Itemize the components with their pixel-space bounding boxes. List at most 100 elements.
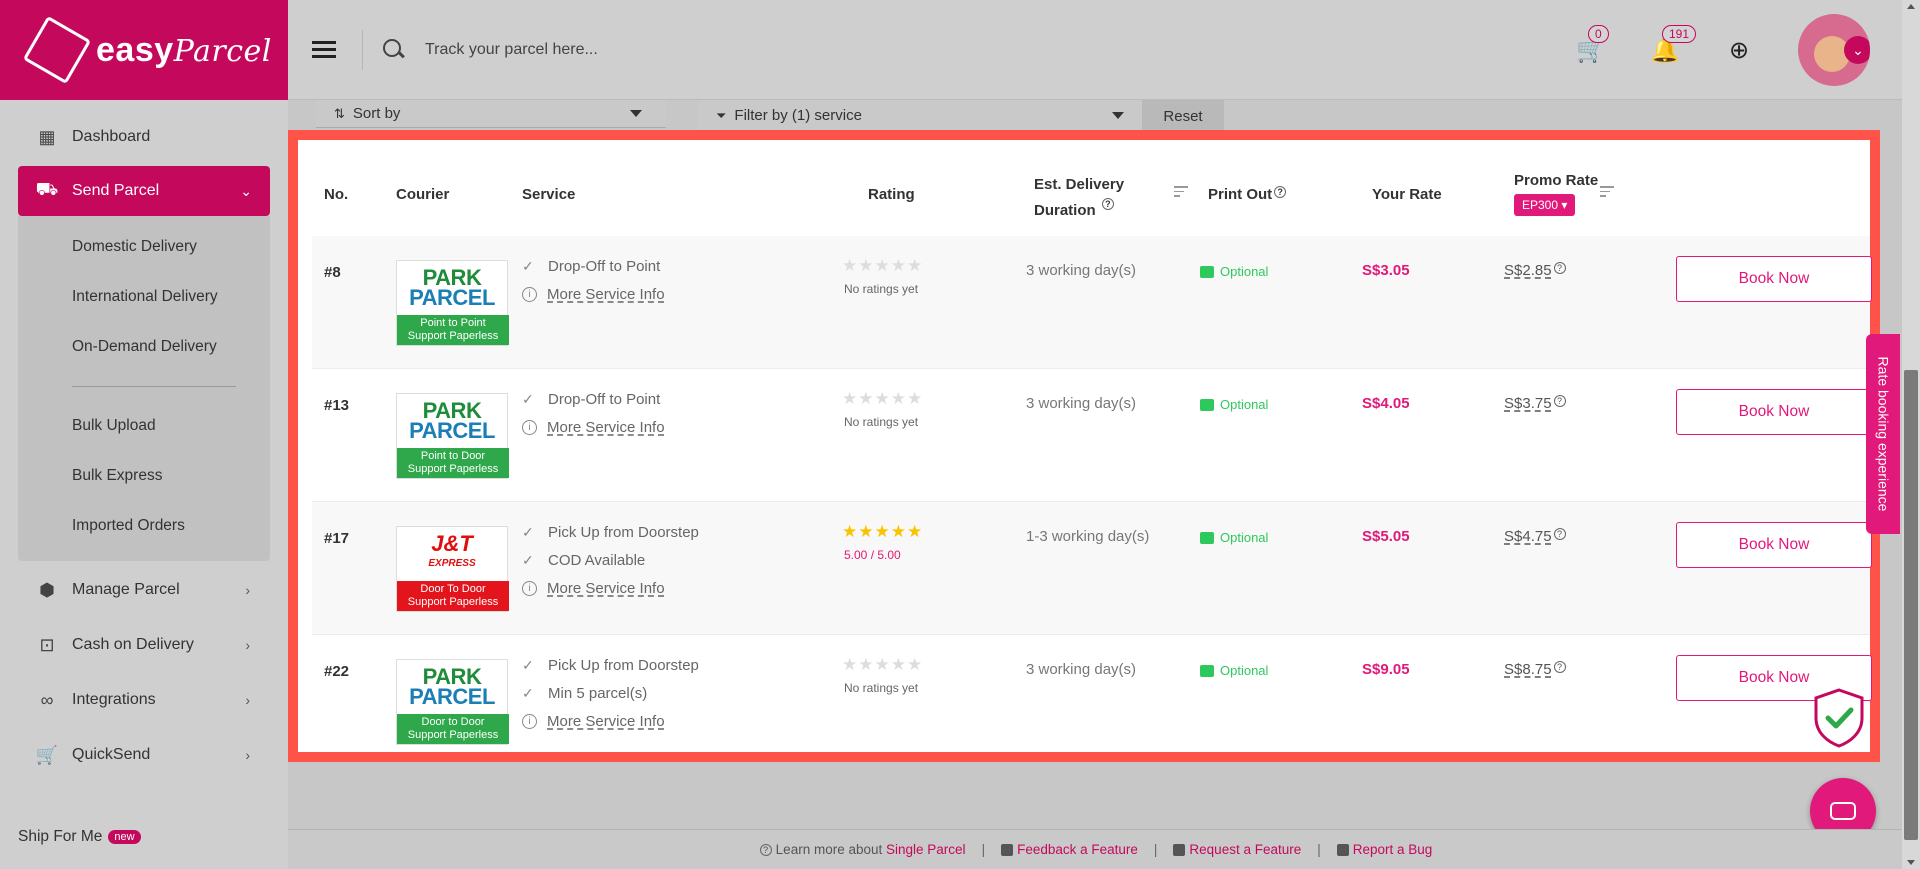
sort-lines-icon[interactable] [1174, 186, 1188, 200]
park-parcel-logo: PARK PARCEL Door to Door Support Paperless [396, 659, 509, 745]
courier-tag: Door To Door Support Paperless [397, 581, 509, 611]
printer-icon [1200, 664, 1214, 677]
caret-down-icon [1112, 112, 1124, 119]
book-now-button[interactable]: Book Now [1676, 256, 1872, 302]
logo[interactable]: easyParcel [0, 0, 288, 100]
send-parcel-submenu: Domestic Delivery International Delivery… [18, 216, 270, 561]
courier-tag: Point to Point Support Paperless [397, 315, 509, 345]
report-bug-link[interactable]: Report a Bug [1352, 842, 1433, 857]
promo-rate: S$4.75? [1504, 528, 1566, 545]
logo-text: easyParcel [96, 30, 272, 69]
sort-lines-icon[interactable] [1600, 186, 1614, 200]
sort-by-select[interactable]: ⇅ Sort by [316, 100, 666, 128]
sidebar-item-ship-for-me[interactable]: Ship For Me new [18, 828, 141, 846]
service-feature: ✓ Pick Up from Doorstep [522, 518, 699, 546]
request-icon [1173, 843, 1186, 856]
courier-tag: Point to Door Support Paperless [397, 448, 509, 478]
book-now-button[interactable]: Book Now [1676, 522, 1872, 568]
info-icon: i [522, 286, 537, 302]
table-row: #8 PARK PARCEL Point to Point Support Pape… [312, 236, 1872, 369]
header-service: Service [522, 186, 576, 203]
tag-line1: Point to Point [420, 317, 486, 329]
header-est-delivery-line2: Duration ? [1034, 198, 1124, 224]
more-service-info-link[interactable]: More Service Info [547, 579, 665, 597]
more-service-info[interactable]: i More Service Info [522, 280, 665, 308]
reset-button[interactable]: Reset [1142, 100, 1224, 132]
help-icon[interactable]: ? [1101, 198, 1114, 210]
sidebar-item-quicksend[interactable]: 🛒 QuickSend › [0, 730, 288, 780]
table-row: #13 PARK PARCEL Point to Door Support Pape… [312, 369, 1872, 502]
service-feature-text: Drop-Off to Point [548, 257, 661, 275]
help-icon[interactable]: ? [1274, 186, 1287, 198]
service-feature: ✓ Min 5 parcel(s) [522, 679, 699, 707]
tag-line2: Support Paperless [407, 463, 499, 475]
help-icon[interactable]: ? [1553, 528, 1566, 540]
book-now-button[interactable]: Book Now [1676, 389, 1872, 435]
print-out-text: Optional [1220, 397, 1269, 412]
more-service-info[interactable]: i More Service Info [522, 413, 665, 441]
more-service-info-link[interactable]: More Service Info [547, 418, 665, 436]
sidebar-item-integrations[interactable]: ∞ Integrations › [0, 675, 288, 725]
scroll-thumb[interactable] [1904, 370, 1918, 840]
info-icon: i [522, 713, 537, 729]
single-parcel-link[interactable]: Single Parcel [886, 842, 966, 857]
more-service-info[interactable]: i More Service Info [522, 574, 699, 602]
sidebar-item-bulk-upload[interactable]: Bulk Upload [72, 417, 156, 434]
sidebar-item-manage-parcel[interactable]: ⬢ Manage Parcel › [0, 565, 288, 615]
rating-text: No ratings yet [844, 681, 919, 695]
sidebar-item-domestic-delivery[interactable]: Domestic Delivery [72, 238, 197, 255]
promo-rate-value: S$4.75 [1504, 528, 1552, 545]
avatar[interactable]: ⌄ [1798, 14, 1870, 86]
track-parcel-input[interactable] [425, 40, 1125, 59]
tag-line2: Support Paperless [407, 729, 499, 741]
park-parcel-logo: PARK PARCEL Point to Door Support Paperles… [396, 393, 509, 479]
help-icon[interactable]: ? [1553, 395, 1566, 407]
sidebar-item-dashboard[interactable]: ▦ Dashboard [0, 112, 288, 162]
delivery-duration: 1-3 working day(s) [1026, 528, 1150, 545]
sidebar-item-on-demand-delivery[interactable]: On-Demand Delivery [72, 338, 217, 355]
sidebar-item-imported-orders[interactable]: Imported Orders [72, 517, 185, 534]
filter-by-select[interactable]: ⏷ Filter by (1) service [698, 100, 1148, 132]
promo-rate: S$3.75? [1504, 395, 1566, 412]
rating-text: No ratings yet [844, 282, 919, 296]
language-button[interactable]: ⊕ [1724, 35, 1754, 65]
scroll-up-arrow-icon[interactable] [1907, 4, 1915, 9]
shield-check-icon[interactable] [1810, 688, 1868, 748]
footer: ? Learn more about Single Parcel | Feedb… [288, 829, 1902, 869]
chevron-right-icon: › [245, 637, 250, 653]
courier-name-line2: PARCEL [409, 285, 495, 310]
help-icon[interactable]: ? [1553, 661, 1566, 673]
tag-line2: Support Paperless [407, 596, 499, 608]
sidebar-item-cash-on-delivery[interactable]: ⊡ Cash on Delivery › [0, 620, 288, 670]
search-icon [383, 38, 405, 61]
courier-rate-table: No. Courier Service Rating Est. Delivery… [288, 130, 1880, 762]
sidebar-item-international-delivery[interactable]: International Delivery [72, 288, 218, 305]
chevron-right-icon: › [245, 582, 250, 598]
your-rate: S$4.05 [1362, 395, 1410, 412]
page-scrollbar[interactable] [1902, 0, 1920, 869]
more-service-info-link[interactable]: More Service Info [547, 285, 665, 303]
tag-line2: Support Paperless [407, 330, 499, 342]
cart-button[interactable]: 🛒 0 [1576, 25, 1609, 65]
learn-more-text: Learn more about [775, 842, 883, 857]
help-icon[interactable]: ? [1553, 262, 1566, 274]
notifications-button[interactable]: 🔔 191 [1650, 25, 1697, 65]
promo-code-select[interactable]: EP300 ▾ [1514, 194, 1576, 216]
chevron-down-icon[interactable]: ⌄ [1844, 36, 1870, 64]
sidebar-item-bulk-express[interactable]: Bulk Express [72, 467, 163, 484]
sidebar-item-label: Ship For Me [18, 828, 103, 845]
service-feature-text: Drop-Off to Point [548, 390, 661, 408]
feedback-feature-link[interactable]: Feedback a Feature [1017, 842, 1138, 857]
printer-icon [1200, 398, 1214, 411]
scroll-down-arrow-icon[interactable] [1907, 860, 1915, 865]
service-feature-text: Pick Up from Doorstep [548, 656, 699, 674]
service-feature: ✓ Drop-Off to Point [522, 252, 665, 280]
more-service-info-link[interactable]: More Service Info [547, 712, 665, 730]
menu-toggle-icon[interactable] [312, 41, 336, 58]
request-feature-link[interactable]: Request a Feature [1189, 842, 1302, 857]
sidebar-item-send-parcel[interactable]: ⛟ Send Parcel ⌄ [18, 166, 270, 216]
rate-booking-experience-tab[interactable]: Rate booking experience [1866, 334, 1900, 534]
more-service-info[interactable]: i More Service Info [522, 707, 699, 735]
jt-express-logo: J&T EXPRESS Door To Door Support Paperless [396, 526, 509, 612]
